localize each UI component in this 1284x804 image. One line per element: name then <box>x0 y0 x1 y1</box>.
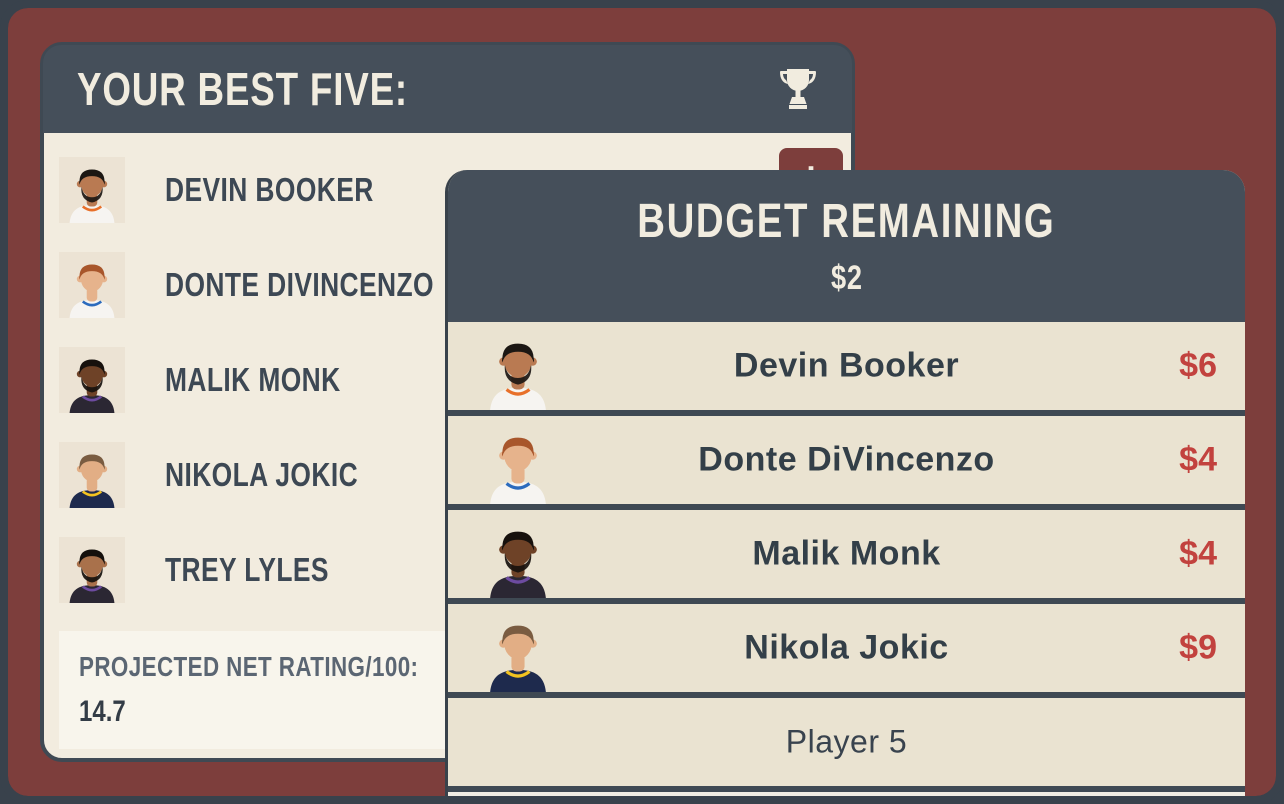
row-divider <box>448 786 1245 792</box>
row-divider <box>448 692 1245 698</box>
trophy-icon <box>778 67 818 111</box>
player-name: DEVIN BOOKER <box>165 170 374 208</box>
panel-title: YOUR BEST FIVE: <box>77 63 408 115</box>
player-name: Malik Monk <box>752 534 941 573</box>
table-row[interactable]: Malik Monk $4 <box>448 510 1245 598</box>
player-photo <box>59 251 125 318</box>
list-item: DONTE DIVINCENZO <box>59 237 851 332</box>
player-name: Devin Booker <box>733 346 960 385</box>
app-background: YOUR BEST FIVE: + <box>8 8 1276 796</box>
budget-header: BUDGET REMAINING $2 <box>448 170 1245 322</box>
list-item: MALIK MONK <box>59 332 851 427</box>
player-photo <box>59 441 125 508</box>
player-price: $4 <box>1179 440 1217 479</box>
list-item: NIKOLA JOKIC <box>59 427 851 522</box>
list-item: TREY LYLES <box>59 522 851 617</box>
row-divider <box>448 598 1245 604</box>
budget-title: BUDGET REMAINING <box>637 195 1056 248</box>
list-item: DEVIN BOOKER <box>59 142 851 237</box>
row-divider <box>448 410 1245 416</box>
player-photo <box>59 156 125 223</box>
table-row[interactable]: Donte DiVincenzo $4 <box>448 416 1245 504</box>
player-name: TREY LYLES <box>165 550 329 588</box>
player-name: Donte DiVincenzo <box>698 440 995 479</box>
player-photo <box>59 346 125 413</box>
player-price: $9 <box>1179 628 1217 667</box>
player-photo <box>470 328 566 410</box>
best-five-header: YOUR BEST FIVE: <box>43 45 852 133</box>
projected-rating-label: PROJECTED NET RATING/100: <box>79 651 419 682</box>
player-price: $4 <box>1179 534 1217 573</box>
player-price: $6 <box>1179 346 1217 385</box>
player-photo <box>470 516 566 598</box>
player-name: Nikola Jokic <box>744 628 949 667</box>
table-row[interactable]: Player 5 <box>448 698 1245 786</box>
table-row[interactable]: Nikola Jokic $9 <box>448 604 1245 692</box>
budget-remaining-amount: $2 <box>830 259 863 297</box>
player-name: DONTE DIVINCENZO <box>165 265 434 303</box>
projected-rating-value: 14.7 <box>79 695 126 728</box>
table-row <box>448 792 1245 796</box>
best-five-list: DEVIN BOOKER DONTE DIVINCENZO MALIK MONK <box>44 132 851 617</box>
budget-panel: BUDGET REMAINING $2 Devin Booker $6 Dont… <box>445 170 1245 796</box>
player-slot-label: Player 5 <box>785 723 908 760</box>
player-photo <box>470 610 566 692</box>
player-photo <box>470 422 566 504</box>
player-photo <box>59 536 125 603</box>
player-name: NIKOLA JOKIC <box>165 455 359 493</box>
row-divider <box>448 504 1245 510</box>
table-row[interactable]: Devin Booker $6 <box>448 322 1245 410</box>
player-name: MALIK MONK <box>165 360 341 398</box>
